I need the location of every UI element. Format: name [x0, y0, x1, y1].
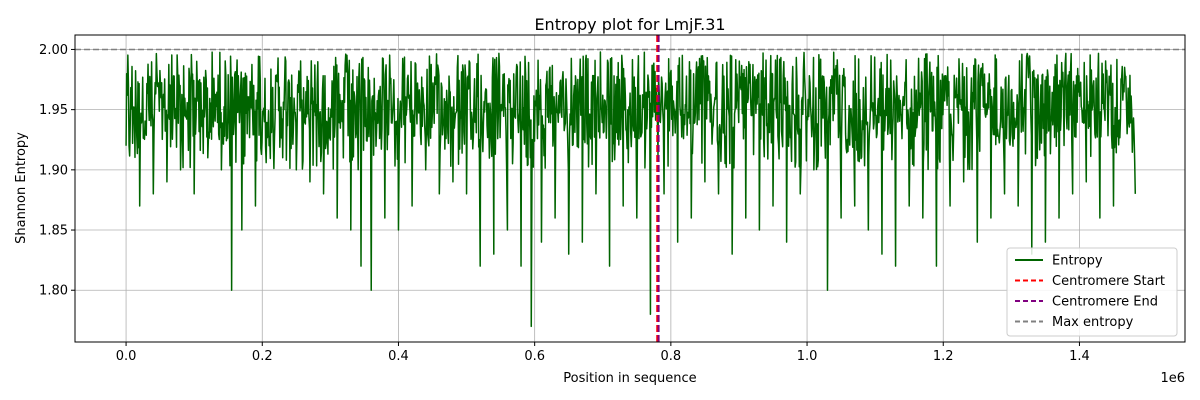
x-tick-label: 1.2	[933, 349, 954, 364]
x-tick-label: 0.6	[524, 349, 545, 364]
y-tick-label: 1.85	[39, 224, 68, 239]
entropy-series-line	[125, 51, 1137, 328]
x-tick-label: 0.2	[252, 349, 273, 364]
legend-label: Centromere End	[1052, 295, 1158, 310]
y-tick-label: 1.95	[39, 103, 68, 118]
legend: Entropy Centromere Start Centromere End Max…	[1006, 247, 1178, 337]
axis-ticks: 0.0 0.2 0.4 0.6 0.8 1.0 1.2 1.4 1.80 1.85 1.90 1.95…	[39, 43, 1090, 364]
y-tick-label: 1.90	[39, 163, 68, 178]
x-tick-label: 0.0	[116, 349, 137, 364]
legend-box	[1006, 247, 1178, 337]
x-tick-label: 0.8	[661, 349, 682, 364]
legend-label: Centromere Start	[1052, 274, 1165, 289]
x-axis-offset-label: 1e6	[1160, 371, 1185, 386]
plot-area	[75, 35, 1185, 342]
x-tick-label: 1.4	[1069, 349, 1090, 364]
y-tick-label: 2.00	[39, 43, 68, 58]
legend-label: Max entropy	[1052, 315, 1134, 330]
plot-frame	[74, 34, 1186, 343]
y-tick-label: 1.80	[39, 284, 68, 299]
x-tick-label: 1.0	[797, 349, 818, 364]
x-axis-title: Position in sequence	[563, 371, 696, 386]
chart-title: Entropy plot for LmjF.31	[534, 15, 725, 34]
x-tick-label: 0.4	[388, 349, 409, 364]
legend-label: Entropy	[1052, 254, 1103, 269]
y-axis-title: Shannon Entropy	[14, 132, 29, 244]
